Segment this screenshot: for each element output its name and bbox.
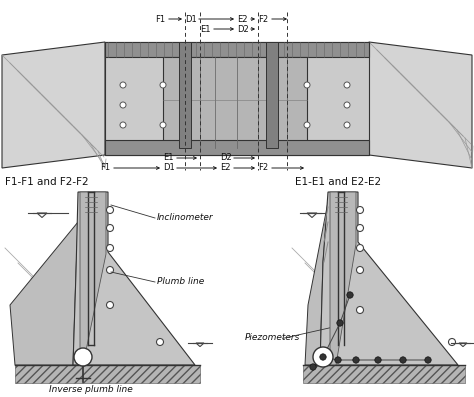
Circle shape: [304, 122, 310, 128]
Circle shape: [448, 339, 456, 345]
Text: Inverse plumb line: Inverse plumb line: [49, 385, 133, 394]
Circle shape: [320, 354, 326, 360]
Circle shape: [120, 102, 126, 108]
Circle shape: [425, 357, 431, 363]
Text: F2: F2: [258, 164, 268, 173]
Circle shape: [74, 348, 92, 366]
Text: E2: E2: [220, 164, 230, 173]
Text: F1: F1: [100, 164, 110, 173]
Polygon shape: [179, 42, 191, 148]
Circle shape: [356, 224, 364, 231]
Text: E2: E2: [237, 15, 247, 23]
Circle shape: [337, 320, 343, 326]
Circle shape: [375, 357, 381, 363]
Circle shape: [347, 292, 353, 298]
Text: D1: D1: [163, 164, 175, 173]
Circle shape: [353, 357, 359, 363]
Circle shape: [344, 122, 350, 128]
Polygon shape: [2, 42, 105, 168]
Polygon shape: [320, 192, 458, 365]
Text: E1-E1 and E2-E2: E1-E1 and E2-E2: [295, 177, 381, 187]
Text: F1-F1 and F2-F2: F1-F1 and F2-F2: [5, 177, 89, 187]
Text: D2: D2: [237, 25, 249, 33]
Circle shape: [400, 357, 406, 363]
Circle shape: [304, 82, 310, 88]
Text: Plumb line: Plumb line: [157, 278, 204, 287]
Circle shape: [120, 82, 126, 88]
Circle shape: [356, 245, 364, 252]
Polygon shape: [105, 140, 369, 155]
Circle shape: [356, 206, 364, 214]
Circle shape: [107, 301, 113, 308]
Text: F2: F2: [258, 15, 268, 23]
Circle shape: [313, 347, 333, 367]
Text: D2: D2: [220, 154, 232, 162]
Polygon shape: [80, 192, 106, 365]
Text: E1: E1: [163, 154, 173, 162]
Circle shape: [160, 122, 166, 128]
Circle shape: [120, 122, 126, 128]
Circle shape: [344, 102, 350, 108]
Circle shape: [107, 224, 113, 231]
Circle shape: [310, 364, 316, 370]
Circle shape: [344, 82, 350, 88]
Circle shape: [107, 206, 113, 214]
Polygon shape: [105, 42, 369, 155]
Polygon shape: [163, 57, 307, 148]
Polygon shape: [305, 202, 328, 365]
Polygon shape: [10, 222, 78, 365]
Polygon shape: [73, 192, 195, 365]
Text: Piezometers: Piezometers: [245, 333, 301, 343]
Circle shape: [356, 266, 364, 274]
Text: D1: D1: [185, 15, 197, 23]
Text: F1: F1: [155, 15, 165, 23]
Polygon shape: [369, 42, 472, 168]
Polygon shape: [266, 42, 278, 148]
Text: Inclinometer: Inclinometer: [157, 214, 214, 222]
Circle shape: [356, 306, 364, 314]
Circle shape: [107, 245, 113, 252]
Circle shape: [156, 339, 164, 345]
Circle shape: [107, 266, 113, 274]
Polygon shape: [105, 42, 369, 57]
Polygon shape: [330, 192, 356, 365]
Circle shape: [335, 357, 341, 363]
Circle shape: [160, 82, 166, 88]
Text: E1: E1: [200, 25, 210, 33]
